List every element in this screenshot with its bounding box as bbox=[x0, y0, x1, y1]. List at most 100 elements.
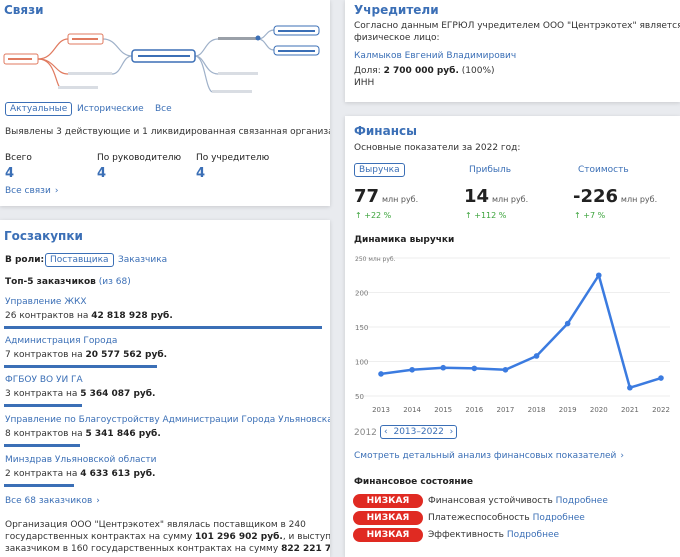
customer-share-bar bbox=[4, 484, 74, 487]
efficiency-more-link[interactable]: Подробнее bbox=[506, 530, 560, 540]
customer-name-link[interactable]: ФГБОУ ВО УИ ГА bbox=[5, 375, 83, 385]
chart-point[interactable] bbox=[658, 375, 664, 381]
chart-point[interactable] bbox=[502, 366, 509, 373]
founders-title: Учредители bbox=[354, 3, 439, 17]
customer-contract-sum: 5 364 087 руб. bbox=[80, 389, 156, 399]
financial-state-title: Финансовое состояние bbox=[354, 477, 474, 487]
customer-name-link[interactable]: Администрация Города bbox=[5, 336, 118, 346]
metric-profit-unit: млн руб. bbox=[491, 195, 529, 204]
footer3-pre: заказчиком в 160 государственных контрак… bbox=[5, 544, 279, 554]
stability-label: Финансовая устойчивость bbox=[428, 496, 553, 506]
chart-x-tick-label: 2014 bbox=[403, 406, 421, 414]
procurement-footer-line3: заказчиком в 160 государственных контрак… bbox=[5, 544, 330, 554]
finance-card: Финансы Основные показатели за 2022 год:… bbox=[345, 116, 680, 557]
share-value: 2 700 000 руб. bbox=[383, 66, 459, 76]
solvency-more-link[interactable]: Подробнее bbox=[532, 513, 585, 523]
metric-revenue-delta: ↑ +22 % bbox=[355, 211, 392, 220]
chart-x-tick-label: 2015 bbox=[434, 406, 452, 414]
chevron-right-icon: › bbox=[54, 186, 59, 196]
chart-y-tick-label: 150 bbox=[355, 324, 368, 332]
chart-y-tick-label: 50 bbox=[355, 393, 364, 401]
stat-total-value[interactable]: 4 bbox=[5, 166, 15, 181]
customer-contract-count: 3 контракта на bbox=[5, 389, 78, 399]
customer-contract-count: 26 контрактов на bbox=[5, 311, 89, 321]
chart-y-tick-label: 250 млн руб. bbox=[355, 256, 396, 263]
chart-x-tick-label: 2020 bbox=[590, 406, 608, 414]
efficiency-badge: НИЗКАЯ bbox=[353, 528, 423, 542]
all-links-link[interactable]: Все связи › bbox=[5, 186, 58, 196]
metric-profit: 14 млн руб. bbox=[464, 186, 528, 207]
top-customers-count[interactable]: (из 68) bbox=[98, 277, 131, 287]
stability-badge: НИЗКАЯ bbox=[353, 494, 423, 508]
footer2-post: , и выступала bbox=[282, 532, 330, 542]
procurement-footer-line2: государственных контрактах на сумму 101 … bbox=[5, 532, 330, 542]
metric-value: -226 млн руб. bbox=[573, 186, 657, 207]
tab-revenue[interactable]: Выручка bbox=[354, 163, 405, 177]
customer-contract-count: 2 контракта на bbox=[5, 469, 78, 479]
customer-contracts: 8 контрактов на 5 341 846 руб. bbox=[5, 429, 161, 439]
customer-name-link[interactable]: Управление ЖКХ bbox=[5, 297, 87, 307]
procurement-card: Госзакупки В роли: Поставщика Заказчика … bbox=[0, 220, 330, 557]
chart-point[interactable] bbox=[564, 320, 571, 327]
stat-founder-label: По учредителю bbox=[196, 153, 270, 163]
stat-founder-value[interactable]: 4 bbox=[196, 166, 206, 181]
chart-point[interactable] bbox=[533, 353, 540, 359]
customer-contract-count: 8 контрактов на bbox=[5, 429, 83, 439]
range-selector[interactable]: ‹ 2013–2022 › bbox=[380, 425, 458, 439]
revenue-chart: 250 млн руб. 200 150 100 50 2013 2014 2015 2016 2… bbox=[355, 256, 670, 414]
links-graph-illustration bbox=[3, 25, 320, 93]
metric-value-value: -226 bbox=[573, 186, 619, 207]
customer-name-link[interactable]: Минздрав Ульяновской области bbox=[5, 455, 157, 465]
chart-point[interactable] bbox=[471, 365, 478, 372]
range-start-label: 2012 bbox=[354, 428, 377, 438]
chevron-right-icon[interactable]: › bbox=[449, 427, 454, 437]
detail-analysis-link[interactable]: Смотреть детальный анализ финансовых пок… bbox=[354, 451, 624, 461]
metric-revenue-value: 77 bbox=[354, 186, 380, 207]
all-customers-link[interactable]: Все 68 заказчиков › bbox=[5, 496, 100, 506]
metric-profit-value: 14 bbox=[464, 186, 490, 207]
top-customers-header: Топ-5 заказчиков (из 68) bbox=[5, 277, 131, 287]
chart-point[interactable] bbox=[378, 371, 384, 377]
customer-contracts: 3 контракта на 5 364 087 руб. bbox=[5, 389, 155, 399]
procurement-title: Госзакупки bbox=[4, 229, 83, 243]
share-label: Доля: bbox=[354, 66, 381, 76]
links-title: Связи bbox=[4, 3, 44, 17]
metric-revenue: 77 млн руб. bbox=[354, 186, 418, 207]
chart-point[interactable] bbox=[409, 366, 415, 373]
customer-contract-sum: 42 818 928 руб. bbox=[91, 311, 173, 321]
links-summary: Выявлены 3 действующие и 1 ликвидированн… bbox=[5, 127, 330, 137]
customer-contracts: 7 контрактов на 20 577 562 руб. bbox=[5, 350, 167, 360]
founder-person-link[interactable]: Калмыков Евгений Владимирович bbox=[354, 51, 517, 61]
chart-point[interactable] bbox=[627, 384, 633, 391]
stability-more-link[interactable]: Подробнее bbox=[555, 496, 608, 506]
chart-x-tick-label: 2016 bbox=[465, 406, 483, 414]
solvency-badge: НИЗКАЯ bbox=[353, 511, 423, 525]
metric-value-delta: ↑ +7 % bbox=[574, 211, 606, 220]
customer-share-bar bbox=[4, 326, 322, 329]
share-pct: (100%) bbox=[461, 66, 495, 76]
solvency-label: Платежеспособность bbox=[428, 513, 530, 523]
all-links-label: Все связи bbox=[5, 186, 51, 196]
chart-x-tick-label: 2021 bbox=[621, 406, 639, 414]
stat-director-value[interactable]: 4 bbox=[97, 166, 107, 181]
customer-name-link[interactable]: Управление по Благоустройству Администра… bbox=[5, 415, 330, 425]
finance-subtitle: Основные показатели за 2022 год: bbox=[354, 143, 521, 153]
footer2-pre: государственных контрактах на сумму bbox=[5, 532, 193, 542]
stat-director-label: По руководителю bbox=[97, 153, 182, 163]
top-customers-label: Топ-5 заказчиков bbox=[5, 277, 96, 287]
tab-actual[interactable]: Актуальные bbox=[5, 102, 73, 116]
chart-x-tick-label: 2019 bbox=[559, 406, 577, 414]
tab-historical[interactable]: Исторические bbox=[77, 104, 144, 114]
metric-value-unit: млн руб. bbox=[620, 195, 658, 204]
chevron-left-icon[interactable]: ‹ bbox=[384, 427, 388, 437]
customer-contracts: 26 контрактов на 42 818 928 руб. bbox=[5, 311, 173, 321]
tab-profit[interactable]: Прибыль bbox=[469, 165, 512, 175]
chart-x-tick-label: 2017 bbox=[497, 406, 515, 414]
dynamics-title: Динамика выручки bbox=[354, 235, 455, 245]
chart-point[interactable] bbox=[595, 272, 602, 279]
tab-value[interactable]: Стоимость bbox=[578, 165, 629, 175]
tab-all[interactable]: Все bbox=[155, 104, 172, 114]
role-customer-tab[interactable]: Заказчика bbox=[118, 255, 168, 265]
chart-point[interactable] bbox=[440, 364, 447, 371]
role-supplier-tab[interactable]: Поставщика bbox=[45, 253, 114, 267]
